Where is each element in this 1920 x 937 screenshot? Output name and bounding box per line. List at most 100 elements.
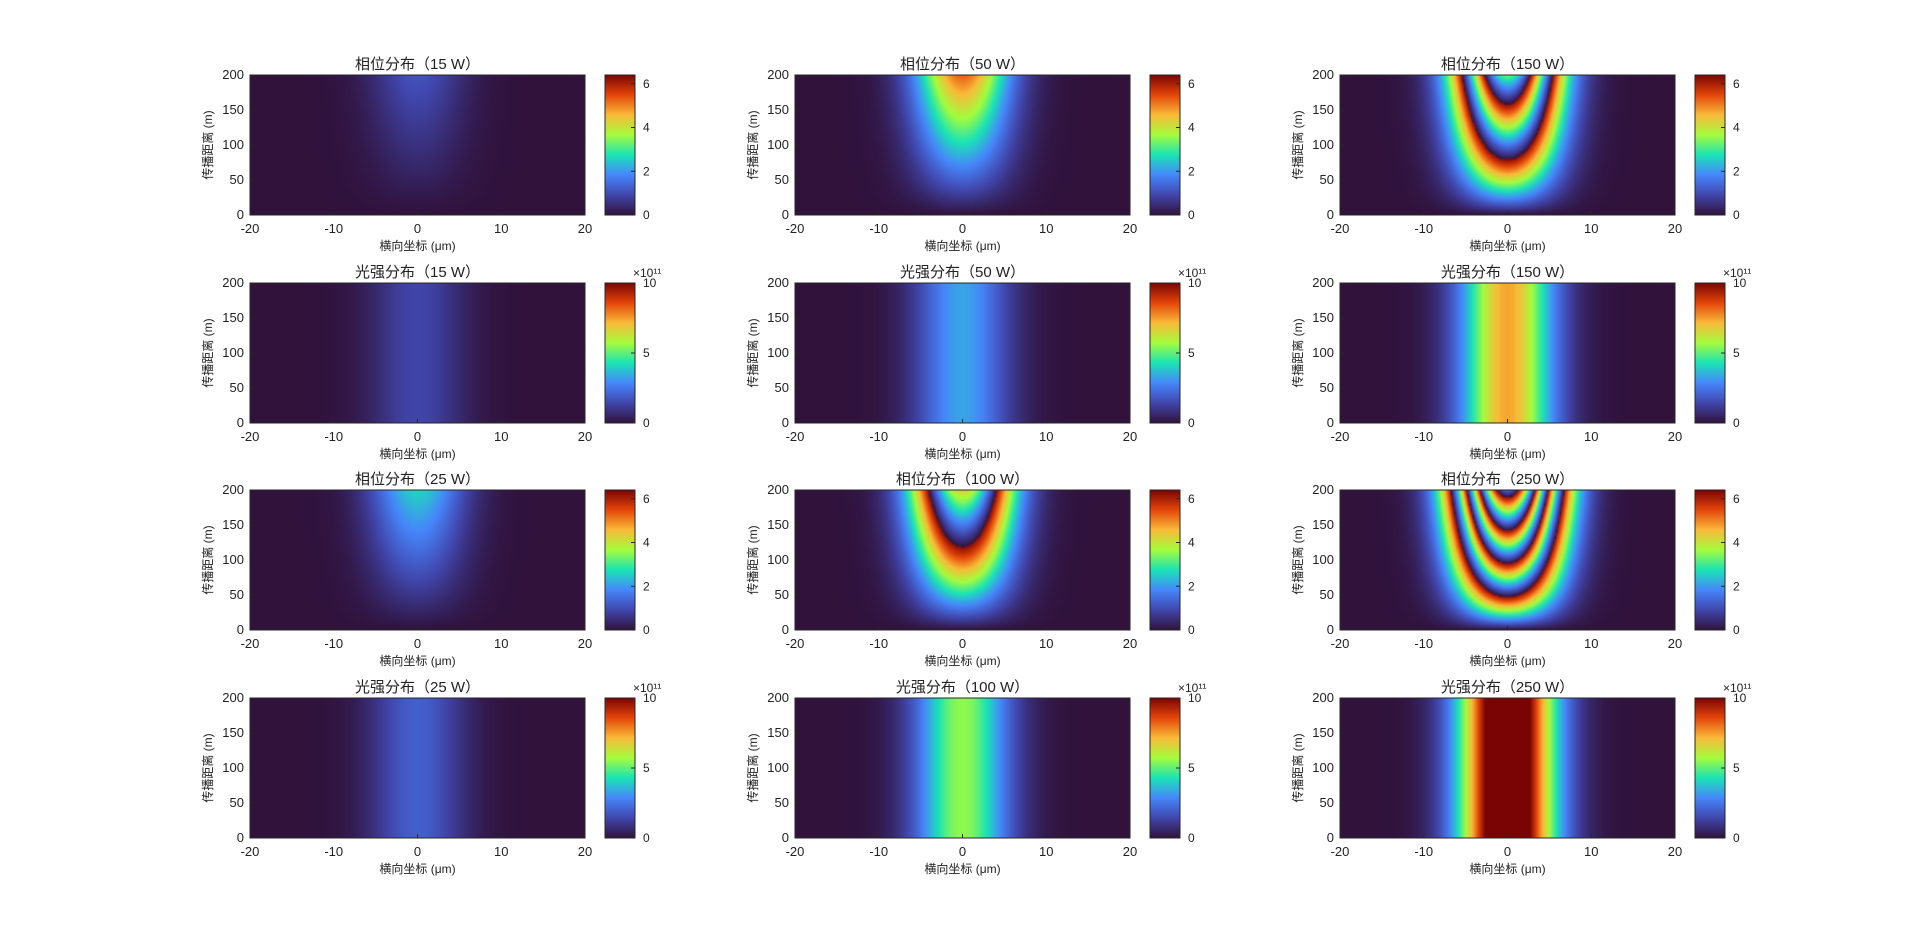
p8-colorbar	[1694, 489, 1726, 631]
p2-ytick-label-3: 150	[1312, 102, 1334, 117]
p6-cbar-tick-label-3: 6	[643, 492, 650, 506]
p2-ytick-label-0: 0	[1327, 207, 1334, 222]
p2-ytick-label-2: 100	[1312, 137, 1334, 152]
p4-colorbar	[1149, 282, 1181, 424]
p1-cbar-tick-label-1: 2	[1188, 164, 1195, 178]
p3-cbar-tick-label-2: 10	[643, 276, 657, 290]
p11-cbar-tick-label-1: 5	[1733, 761, 1740, 775]
p3-cbar-tick-label-0: 0	[643, 416, 650, 430]
p5-ytick-label-2: 100	[1312, 345, 1334, 360]
p0-ytick-label-0: 0	[237, 207, 244, 222]
p4-heatmap	[795, 283, 1130, 423]
p4-title: 光强分布（50 W）	[900, 264, 1025, 281]
p9-ytick-label-4: 200	[222, 690, 244, 705]
p2-xlabel: 横向坐标 (μm)	[1469, 238, 1545, 253]
p4-cbar-exponent: ×10¹¹	[1178, 266, 1206, 280]
p2-xtick-label-4: 20	[1668, 221, 1682, 236]
p0-colorbar	[604, 74, 636, 216]
p10-title: 光强分布（100 W）	[896, 679, 1029, 696]
p6-cbar-tick-label-2: 4	[643, 536, 650, 550]
p10-xtick-label-0: -20	[786, 844, 805, 859]
p1-heatmap	[795, 75, 1130, 215]
p10-cbar-tick-label-2: 10	[1188, 691, 1202, 705]
p8-ytick-label-3: 150	[1312, 517, 1334, 532]
p5-ytick-label-0: 0	[1327, 415, 1334, 430]
p3-ylabel: 传播距离 (m)	[200, 318, 215, 387]
p1-ytick-label-1: 50	[775, 172, 789, 187]
p5-xtick-label-3: 10	[1584, 429, 1598, 444]
p11-xtick-label-2: 0	[1504, 844, 1511, 859]
p10-ytick-label-2: 100	[767, 760, 789, 775]
p0-ytick-label-2: 100	[222, 137, 244, 152]
p7-cbar-tick-label-1: 2	[1188, 579, 1195, 593]
p4-cbar-tick-label-0: 0	[1188, 416, 1195, 430]
p4-cbar-tick-label-1: 5	[1188, 346, 1195, 360]
p5-ytick-label-3: 150	[1312, 310, 1334, 325]
p9-xtick-label-1: -10	[324, 844, 343, 859]
p6-cbar-tick-label-1: 2	[643, 579, 650, 593]
p2-title: 相位分布（150 W）	[1441, 56, 1574, 73]
p11-ylabel: 传播距离 (m)	[1290, 733, 1305, 802]
p0-cbar-tick-label-2: 4	[643, 121, 650, 135]
p4-ytick-label-4: 200	[767, 275, 789, 290]
p8-xtick-label-3: 10	[1584, 636, 1598, 651]
p9-xtick-label-2: 0	[414, 844, 421, 859]
p11-xtick-label-4: 20	[1668, 844, 1682, 859]
p0-cbar-tick-label-3: 6	[643, 77, 650, 91]
p0-title: 相位分布（15 W）	[355, 56, 480, 73]
p8-xtick-label-1: -10	[1414, 636, 1433, 651]
p1-xlabel: 横向坐标 (μm)	[924, 238, 1000, 253]
p8-xlabel: 横向坐标 (μm)	[1469, 653, 1545, 668]
p1-xtick-label-4: 20	[1123, 221, 1137, 236]
p5-title: 光强分布（150 W）	[1441, 264, 1574, 281]
p10-cbar-exponent: ×10¹¹	[1178, 681, 1206, 695]
p5-heatmap	[1340, 283, 1675, 423]
p9-colorbar	[604, 697, 636, 839]
p6-heatmap	[250, 490, 585, 630]
p6-title: 相位分布（25 W）	[355, 471, 480, 488]
p7-ytick-label-1: 50	[775, 587, 789, 602]
p3-xtick-label-0: -20	[241, 429, 260, 444]
p10-xtick-label-2: 0	[959, 844, 966, 859]
p6-xtick-label-1: -10	[324, 636, 343, 651]
p1-title: 相位分布（50 W）	[900, 56, 1025, 73]
p2-cbar-tick-label-3: 6	[1733, 77, 1740, 91]
p9-cbar-tick-label-0: 0	[643, 831, 650, 845]
p3-ytick-label-0: 0	[237, 415, 244, 430]
p9-xlabel: 横向坐标 (μm)	[379, 861, 455, 876]
p3-ytick-label-2: 100	[222, 345, 244, 360]
p9-ylabel: 传播距离 (m)	[200, 733, 215, 802]
p1-cbar-tick-label-0: 0	[1188, 208, 1195, 222]
p8-ylabel: 传播距离 (m)	[1290, 525, 1305, 594]
p1-cbar-tick-label-2: 4	[1188, 121, 1195, 135]
p3-cbar-exponent: ×10¹¹	[633, 266, 661, 280]
p0-heatmap	[250, 75, 585, 215]
p1-xtick-label-1: -10	[869, 221, 888, 236]
p6-xlabel: 横向坐标 (μm)	[379, 653, 455, 668]
p1-xtick-label-3: 10	[1039, 221, 1053, 236]
p3-ytick-label-4: 200	[222, 275, 244, 290]
p10-xtick-label-4: 20	[1123, 844, 1137, 859]
p5-cbar-tick-label-2: 10	[1733, 276, 1747, 290]
p3-heatmap	[250, 283, 585, 423]
p7-xtick-label-4: 20	[1123, 636, 1137, 651]
p7-heatmap	[795, 490, 1130, 630]
p11-title: 光强分布（250 W）	[1441, 679, 1574, 696]
p10-xtick-label-3: 10	[1039, 844, 1053, 859]
p5-ylabel: 传播距离 (m)	[1290, 318, 1305, 387]
p1-ytick-label-3: 150	[767, 102, 789, 117]
p10-ylabel: 传播距离 (m)	[745, 733, 760, 802]
p11-ytick-label-2: 100	[1312, 760, 1334, 775]
p2-xtick-label-0: -20	[1331, 221, 1350, 236]
p0-xtick-label-4: 20	[578, 221, 592, 236]
p4-ytick-label-3: 150	[767, 310, 789, 325]
p0-xtick-label-0: -20	[241, 221, 260, 236]
p9-ytick-label-2: 100	[222, 760, 244, 775]
p0-xtick-label-3: 10	[494, 221, 508, 236]
p5-xtick-label-0: -20	[1331, 429, 1350, 444]
